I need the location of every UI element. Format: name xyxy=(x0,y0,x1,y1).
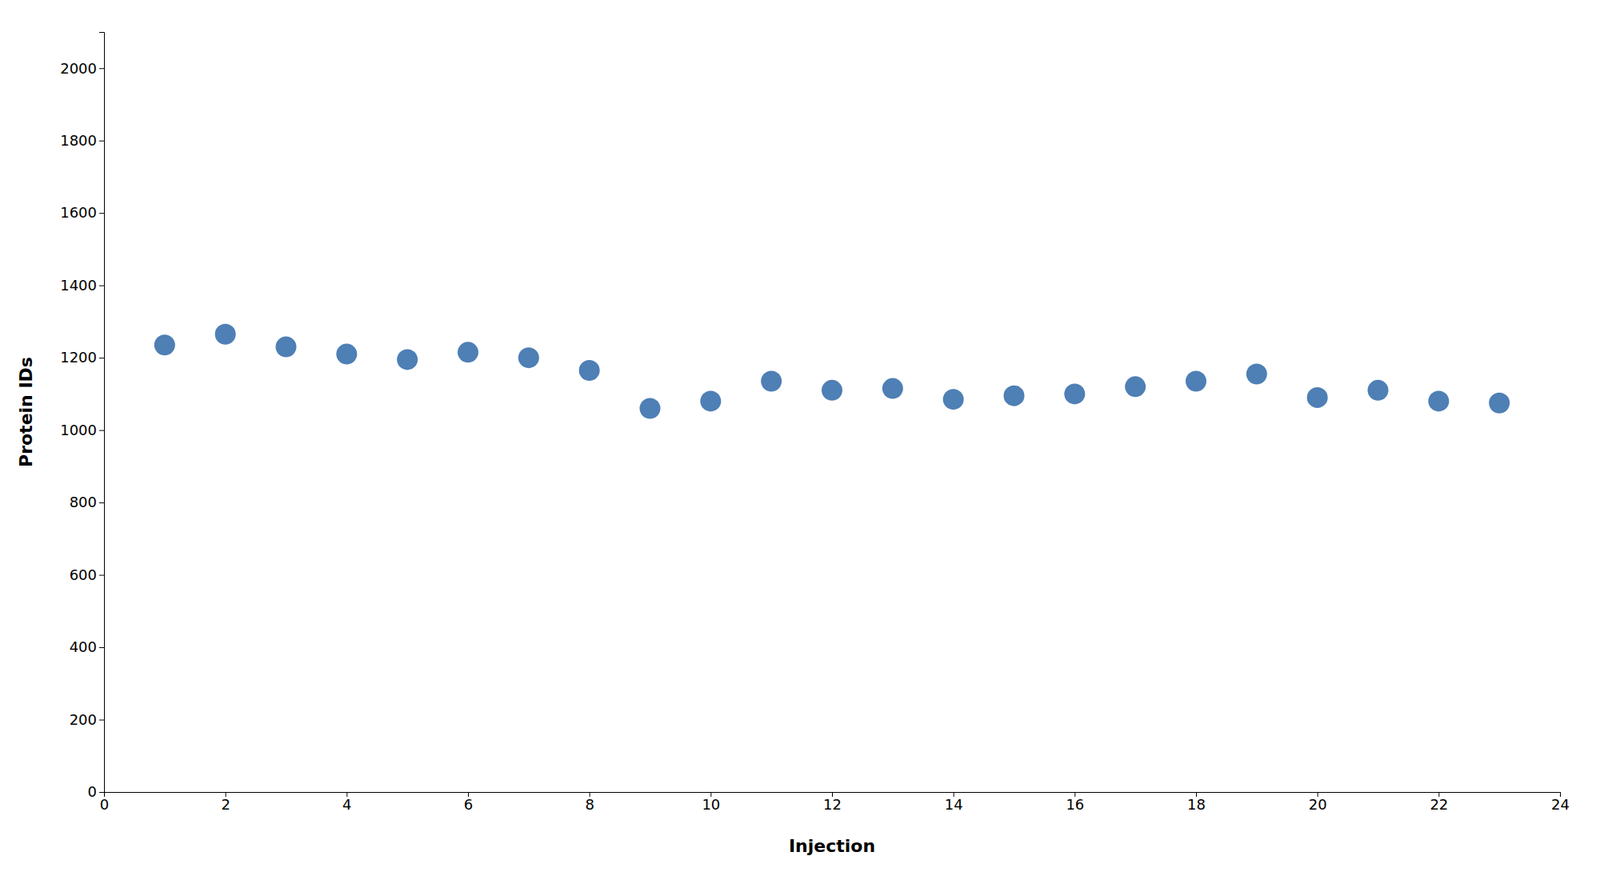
tick: 1800 xyxy=(60,132,104,149)
tick-mark xyxy=(99,575,104,576)
tick-label: 0 xyxy=(100,796,109,813)
tick: 12 xyxy=(823,792,842,813)
tick-mark xyxy=(99,792,104,793)
scatter-point xyxy=(518,347,540,368)
tick-label: 12 xyxy=(823,796,842,813)
tick-mark xyxy=(99,720,104,721)
tick-label: 2000 xyxy=(60,59,97,76)
scatter-point xyxy=(1246,364,1268,385)
scatter-point xyxy=(276,336,297,358)
scatter-point xyxy=(1064,383,1085,404)
tick-mark xyxy=(99,285,104,287)
x-axis-title: Injection xyxy=(788,836,876,856)
tick-label: 1200 xyxy=(60,348,97,366)
tick-label: 200 xyxy=(69,711,97,728)
tick: 1000 xyxy=(60,421,104,439)
tick-label: 1600 xyxy=(60,204,97,221)
tick: 1400 xyxy=(60,276,104,294)
scatter-point xyxy=(760,371,782,392)
tick-label: 8 xyxy=(584,796,594,813)
tick: 16 xyxy=(1065,792,1084,813)
tick-label: 10 xyxy=(701,796,720,813)
scatter-point xyxy=(1307,387,1328,408)
tick: 200 xyxy=(69,711,104,728)
tick-label: 0 xyxy=(88,783,97,800)
tick-label: 800 xyxy=(69,493,97,511)
tick: 4 xyxy=(342,792,352,813)
scatter-point xyxy=(700,390,721,412)
tick: 400 xyxy=(69,638,104,656)
tick-label: 400 xyxy=(69,638,97,656)
axis-line xyxy=(99,32,105,793)
scatter-point xyxy=(1368,380,1389,401)
tick-mark xyxy=(99,647,104,648)
tick: 20 xyxy=(1308,792,1328,813)
tick: 18 xyxy=(1187,792,1206,813)
tick-label: 1800 xyxy=(60,132,97,149)
plot-area: 0246810121416182022240200400600800100012… xyxy=(16,32,1570,857)
y-axis-title: Protein IDs xyxy=(16,356,36,468)
scatter-point xyxy=(1004,385,1025,407)
scatter-point xyxy=(1428,390,1449,412)
tick: 22 xyxy=(1429,792,1448,813)
tick-label: 1000 xyxy=(60,421,97,439)
scatter-point xyxy=(154,334,176,356)
scatter-point xyxy=(336,344,357,365)
scatter-point xyxy=(396,348,418,370)
tick-label: 20 xyxy=(1308,796,1328,813)
tick: 0 xyxy=(100,792,109,813)
tick: 800 xyxy=(69,493,104,511)
tick-mark xyxy=(99,357,104,359)
tick-label: 24 xyxy=(1551,796,1570,813)
tick-label: 16 xyxy=(1065,796,1084,813)
scatter-point xyxy=(579,360,600,381)
tick: 14 xyxy=(944,792,964,813)
chart-svg: 0246810121416182022240200400600800100012… xyxy=(0,0,1600,880)
tick-mark xyxy=(99,212,104,214)
scatter-point xyxy=(821,380,843,401)
tick-label: 14 xyxy=(944,796,964,813)
tick-label: 4 xyxy=(342,796,352,813)
tick: 10 xyxy=(701,792,720,813)
scatter-point xyxy=(943,388,964,410)
tick-label: 6 xyxy=(464,796,473,813)
tick-mark xyxy=(99,430,104,432)
tick: 0 xyxy=(88,783,104,800)
tick-mark xyxy=(99,68,104,69)
tick: 600 xyxy=(69,566,104,584)
scatter-point xyxy=(1124,376,1146,397)
tick: 24 xyxy=(1551,792,1570,813)
x-axis: 024681012141618202224 xyxy=(100,792,1570,813)
scatter-point xyxy=(215,324,236,345)
scatter-point xyxy=(1488,392,1510,414)
tick: 1200 xyxy=(60,348,104,366)
tick-mark xyxy=(99,502,104,504)
tick: 1600 xyxy=(60,204,104,221)
tick-label: 1400 xyxy=(60,276,97,294)
tick-label: 600 xyxy=(69,566,97,584)
tick-label: 22 xyxy=(1429,796,1448,813)
tick-mark xyxy=(99,140,104,142)
tick: 2 xyxy=(220,792,230,813)
scatter-point xyxy=(640,397,661,419)
scatter-point xyxy=(1185,371,1207,392)
scatter-point xyxy=(882,378,904,400)
marks xyxy=(154,324,1510,420)
tick: 6 xyxy=(464,792,473,813)
tick-label: 18 xyxy=(1187,796,1206,813)
scatter-point xyxy=(457,341,479,363)
y-axis: 0 200 400 600 800 1000 1200 1400 1600 1800 2000 xyxy=(60,32,104,801)
tick-label: 2 xyxy=(220,796,230,813)
tick: 2000 xyxy=(60,59,104,76)
tick: 8 xyxy=(584,792,594,813)
